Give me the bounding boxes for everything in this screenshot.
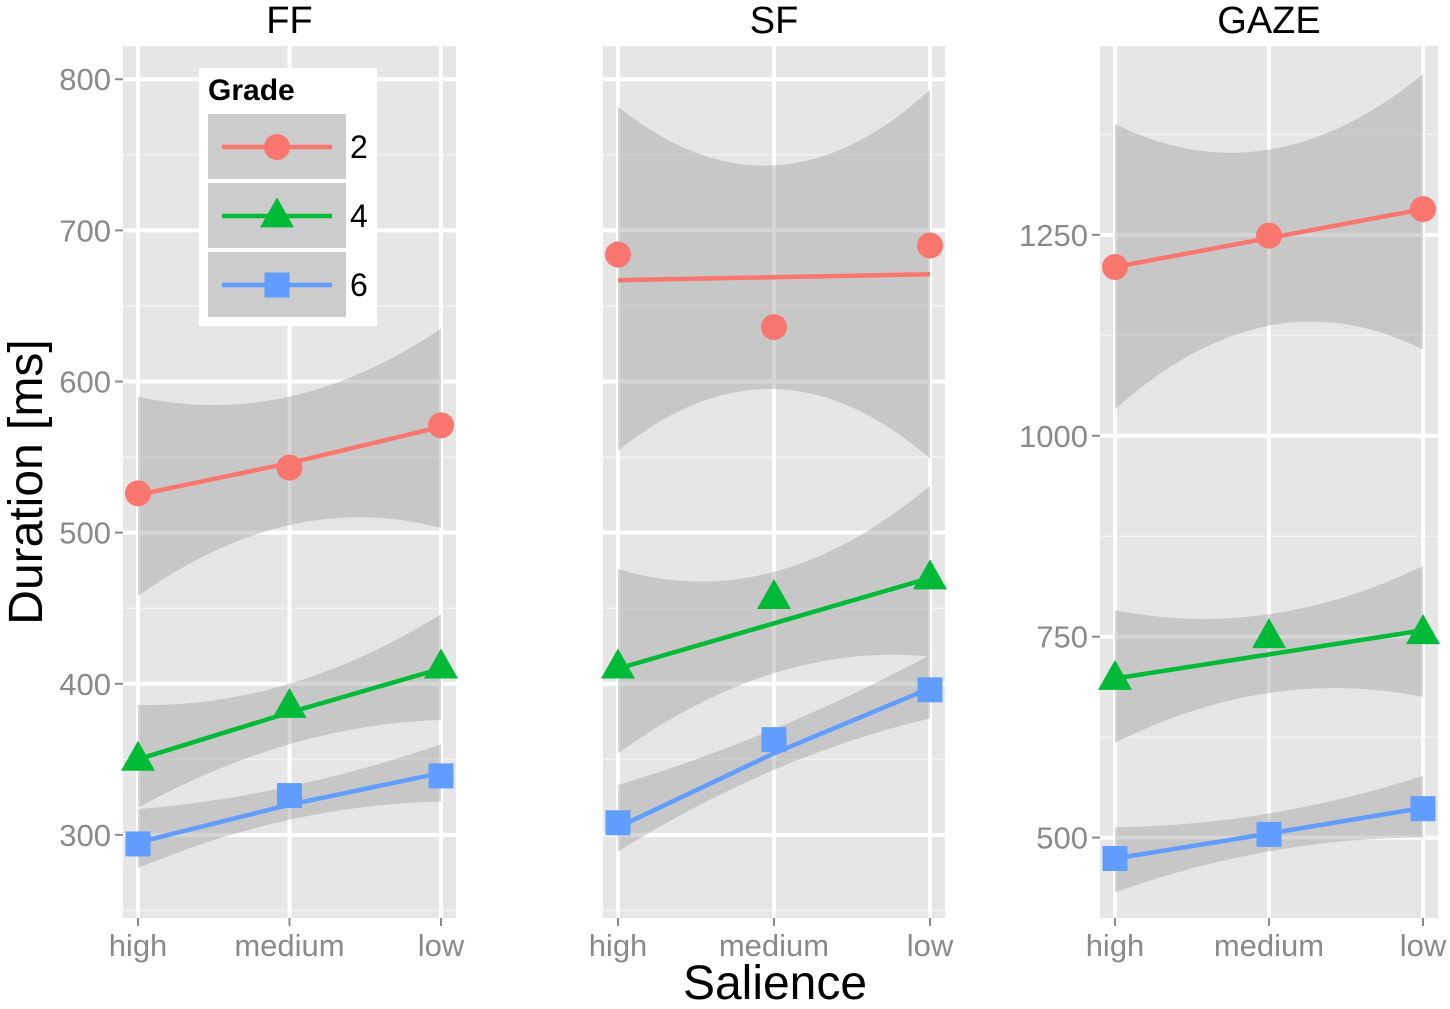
data-point-grade-6-medium xyxy=(1256,821,1282,847)
x-tick-label: medium xyxy=(234,928,344,963)
data-point-grade-2-low xyxy=(1410,196,1436,223)
data-point-grade-6-medium xyxy=(761,727,787,753)
data-point-grade-6-high xyxy=(605,810,631,836)
data-point-grade-6-low xyxy=(1410,796,1436,822)
data-point-grade-6-low xyxy=(917,677,943,703)
data-point-grade-6-low xyxy=(428,763,454,789)
data-point-grade-4-medium xyxy=(1252,618,1286,649)
panel-title: FF xyxy=(266,0,312,42)
legend-entry-grade-2: 2 xyxy=(208,114,368,179)
confidence-band-grade-2 xyxy=(618,89,930,459)
data-point-grade-4-low xyxy=(913,559,947,590)
data-point-grade-2-medium xyxy=(276,454,303,481)
data-point-grade-2-low xyxy=(917,232,943,259)
y-axis-label: Duration [ms] xyxy=(0,339,53,624)
y-tick-label: 500 xyxy=(59,516,111,551)
x-tick-label: medium xyxy=(719,928,829,963)
y-tick-label: 800 xyxy=(59,62,111,97)
data-point-grade-2-medium xyxy=(1256,222,1282,249)
x-tick-label: low xyxy=(1400,928,1447,963)
legend-label: 2 xyxy=(350,129,368,165)
confidence-band-grade-4 xyxy=(618,485,930,754)
y-tick-label: 500 xyxy=(1036,821,1088,856)
panel-gaze: 500 750 1000 1250 high medium low GAZE xyxy=(1019,0,1447,963)
legend-label: 6 xyxy=(350,267,368,303)
x-axis-label: Salience xyxy=(683,957,867,1004)
panel-title: SF xyxy=(750,0,799,42)
legend-label: 4 xyxy=(350,198,368,234)
data-point-grade-2-high xyxy=(1102,254,1128,281)
data-point-grade-4-high xyxy=(121,740,155,771)
y-tick-label: 700 xyxy=(59,213,111,248)
fit-line-grade-4 xyxy=(1114,628,1424,681)
data-point-grade-4-high xyxy=(601,648,635,679)
legend: Grade 2 4 6 xyxy=(199,68,377,326)
data-point-grade-4-medium xyxy=(757,579,791,610)
x-tick-label: low xyxy=(907,928,954,963)
fit-line-grade-2 xyxy=(617,271,931,283)
data-point-grade-6-high xyxy=(1102,846,1128,872)
fit-line-grade-4 xyxy=(617,575,931,671)
x-tick-label: high xyxy=(109,928,168,963)
data-point-grade-2-low xyxy=(428,412,454,439)
legend-key-marker xyxy=(264,272,290,298)
legend-entry-grade-6: 6 xyxy=(208,252,368,317)
legend-key-marker xyxy=(260,197,294,228)
y-tick-label: 400 xyxy=(59,667,111,702)
data-point-grade-4-high xyxy=(1098,659,1132,690)
data-point-grade-2-medium xyxy=(761,314,787,341)
y-tick-label: 1250 xyxy=(1019,218,1088,253)
data-point-grade-4-low xyxy=(1406,614,1440,645)
x-tick-label: high xyxy=(1086,928,1145,963)
data-point-grade-2-high xyxy=(125,480,151,507)
y-tick-label: 600 xyxy=(59,365,111,400)
data-point-grade-2-high xyxy=(605,241,631,268)
legend-title: Grade xyxy=(208,74,295,107)
data-point-grade-4-low xyxy=(424,648,458,679)
legend-key-marker xyxy=(264,134,290,160)
data-point-grade-4-medium xyxy=(272,687,307,718)
data-point-grade-6-high xyxy=(125,831,151,857)
x-tick-label: medium xyxy=(1214,928,1324,963)
panel-title: GAZE xyxy=(1217,0,1320,42)
data-point-grade-6-medium xyxy=(277,783,302,809)
y-tick-label: 300 xyxy=(59,818,111,853)
panel-sf: high medium low SF xyxy=(589,0,954,963)
legend-entry-grade-4: 4 xyxy=(208,183,368,248)
fit-line-grade-6 xyxy=(617,686,931,830)
y-tick-label: 750 xyxy=(1036,620,1088,655)
x-tick-label: low xyxy=(418,928,465,963)
x-tick-label: high xyxy=(589,928,648,963)
y-tick-label: 1000 xyxy=(1019,419,1088,454)
